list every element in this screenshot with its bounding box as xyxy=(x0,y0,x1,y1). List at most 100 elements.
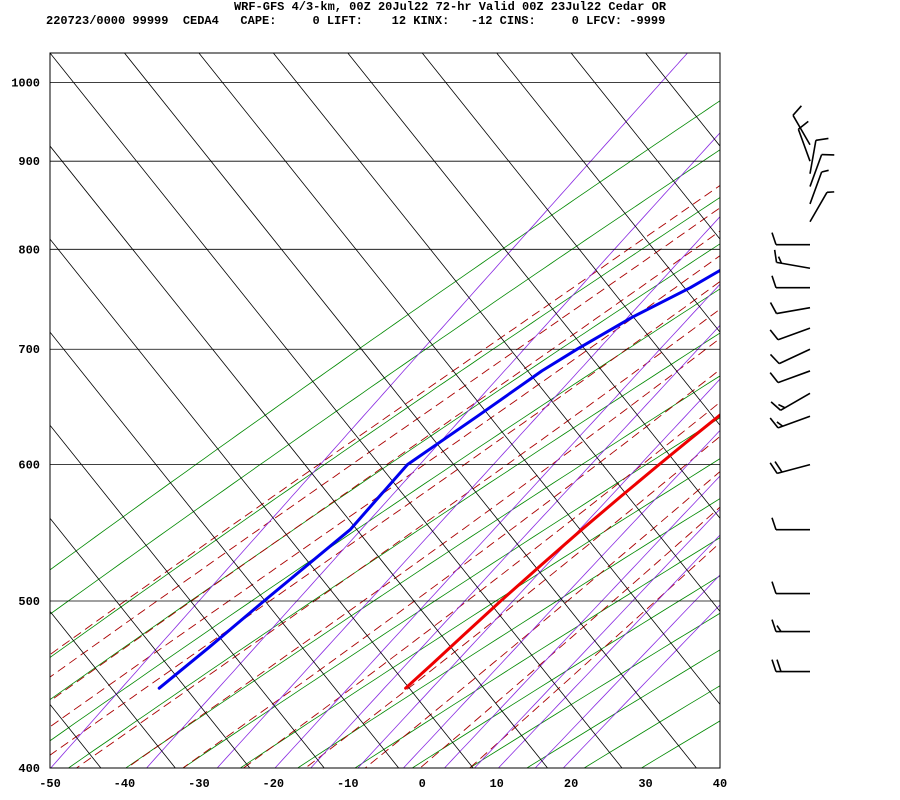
temperature-tick-label: 40 xyxy=(713,777,727,791)
wind-barb-staff xyxy=(797,128,811,162)
dry-adiabat xyxy=(50,288,720,742)
wind-barb-staff xyxy=(776,463,811,475)
background-lines xyxy=(50,53,720,768)
dry-adiabat xyxy=(583,685,720,768)
pressure-tick-label: 1000 xyxy=(11,76,40,90)
temperature-tick-label: 0 xyxy=(419,777,426,791)
wind-barb-half xyxy=(821,169,829,173)
temperature-axis: -50 -40 -30 -20 -10 0 10 20 30 40 xyxy=(39,777,727,791)
wind-barb xyxy=(769,327,811,341)
wind-barb-full xyxy=(773,249,778,263)
dry-adiabat xyxy=(50,100,720,571)
wind-barb xyxy=(769,348,811,365)
isotherm xyxy=(50,610,176,768)
isotherm xyxy=(50,517,251,768)
wind-barb xyxy=(773,249,811,270)
wind-barb xyxy=(792,105,811,146)
wind-barb-full xyxy=(769,462,778,474)
profiles xyxy=(157,268,720,690)
wind-barb-staff xyxy=(809,154,823,187)
wind-barb-staff xyxy=(809,140,817,174)
wind-barb-full xyxy=(771,581,777,594)
dry-adiabat xyxy=(468,612,720,768)
plot-frame xyxy=(49,52,721,769)
dry-adiabat xyxy=(67,332,720,768)
wind-barb-full xyxy=(770,401,782,411)
wind-barb-full xyxy=(776,659,782,672)
wind-barb-full xyxy=(815,137,829,142)
wind-barb xyxy=(809,137,829,174)
wind-barb-full xyxy=(769,329,779,341)
wind-barb-staff xyxy=(809,171,823,205)
moist-adiabat xyxy=(364,470,720,768)
wind-barb-full xyxy=(769,302,778,314)
pressure-tick-label: 600 xyxy=(18,459,40,473)
wind-barb-full xyxy=(771,619,777,632)
temperature-tick-label: -20 xyxy=(263,777,285,791)
wind-barb-half xyxy=(778,403,786,409)
wind-barb xyxy=(809,191,835,223)
wind-barb-staff xyxy=(777,327,811,341)
wind-barb xyxy=(769,461,811,475)
mixing-ratio-line xyxy=(216,216,720,768)
chart-title: WRF-GFS 4/3-km, 00Z 20Jul22 72-hr Valid … xyxy=(233,0,667,14)
wind-barb-staff xyxy=(792,114,811,146)
wind-barb xyxy=(771,232,810,246)
mixing-ratio-line xyxy=(497,534,720,768)
wind-barb-staff xyxy=(776,261,811,270)
wind-barb xyxy=(809,153,835,187)
pressure-tick-label: 400 xyxy=(18,762,40,776)
wind-barb xyxy=(809,169,829,205)
wind-barb xyxy=(771,581,810,595)
sounding-indices: 220723/0000 99999 CEDA4 CAPE: 0 LIFT: 12… xyxy=(46,14,666,28)
wind-barb-staff xyxy=(780,392,811,411)
mixing-ratio-line xyxy=(443,475,720,768)
wind-barb xyxy=(771,619,810,633)
wind-barbs xyxy=(769,105,835,673)
dry-adiabat xyxy=(239,458,720,768)
wind-barb xyxy=(770,392,811,411)
wind-barb-full xyxy=(771,517,777,530)
temperature-tick-label: -50 xyxy=(39,777,61,791)
wind-barb xyxy=(771,659,810,673)
wind-barb-staff xyxy=(777,370,811,384)
wind-barb xyxy=(769,415,811,429)
moist-adiabat xyxy=(419,506,720,768)
wind-barb-half xyxy=(777,256,783,264)
wind-barb-full xyxy=(774,461,783,473)
wind-barb-full xyxy=(792,105,802,116)
isotherm xyxy=(50,238,474,768)
dry-adiabat xyxy=(50,243,720,701)
wind-barb xyxy=(771,275,810,289)
isotherm xyxy=(50,145,548,768)
isobars xyxy=(50,81,720,769)
moist-adiabat xyxy=(50,280,720,756)
pressure-tick-label: 700 xyxy=(18,343,40,357)
temperature-tick-label: 20 xyxy=(564,777,578,791)
moist-adiabat xyxy=(469,542,720,768)
moist-adiabat xyxy=(50,184,720,656)
isotherm xyxy=(50,331,399,768)
isotherm xyxy=(347,53,720,519)
dewpoint-profile xyxy=(157,268,720,690)
temperature-tick-label: -10 xyxy=(337,777,359,791)
wind-barb-full xyxy=(771,232,777,245)
wind-barb-staff xyxy=(809,191,828,223)
isotherm xyxy=(50,424,325,768)
mixing-ratio-line xyxy=(146,132,720,768)
temperature-tick-label: -40 xyxy=(114,777,136,791)
wind-barb xyxy=(769,302,811,315)
pressure-tick-label: 800 xyxy=(18,243,40,257)
isotherm xyxy=(124,53,697,768)
dry-adiabat xyxy=(50,149,720,615)
temperature-tick-label: 30 xyxy=(638,777,652,791)
mixing-ratio-line xyxy=(473,508,720,768)
temperature-tick-label: 10 xyxy=(489,777,503,791)
isotherms xyxy=(50,53,720,768)
temperature-tick-label: -30 xyxy=(188,777,210,791)
pressure-tick-label: 900 xyxy=(18,155,40,169)
isotherm xyxy=(273,53,720,612)
isotherm xyxy=(496,53,720,333)
isotherm xyxy=(570,53,720,240)
